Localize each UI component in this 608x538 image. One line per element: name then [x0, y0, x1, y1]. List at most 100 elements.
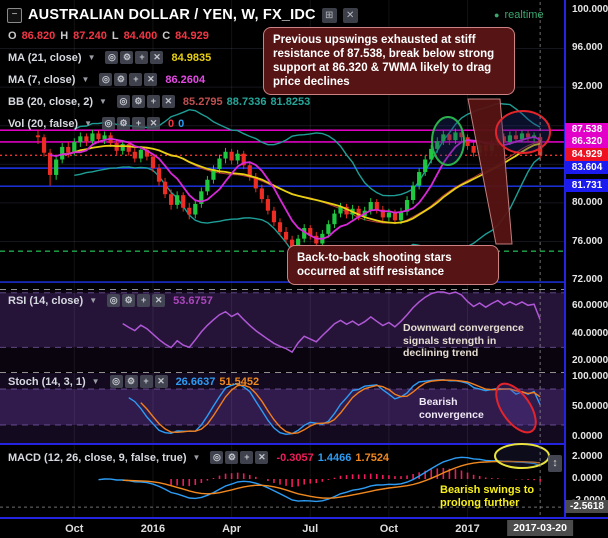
rsi-annotation[interactable]: Downward convergence signals strength in… — [403, 322, 524, 360]
chevron-down-icon[interactable]: ▼ — [81, 75, 90, 84]
close-icon[interactable]: ✕ — [154, 375, 168, 388]
price-axis[interactable]: 100.000 96.000 92.000 80.000 76.000 72.000 60.… — [564, 0, 608, 517]
bb-upper-value: 88.7336 — [226, 95, 267, 108]
indicator-row-ma7: MA (7, close) ▼ ◎ ⚙ + ✕ 86.2604 — [8, 73, 205, 86]
bb-label[interactable]: BB (20, close, 2) — [8, 95, 93, 108]
macd-tick-label: 0.0000 — [572, 473, 603, 484]
macd-annotation[interactable]: Bearish swings to prolong further — [440, 484, 535, 510]
rsi-label[interactable]: RSI (14, close) — [8, 294, 84, 307]
visibility-icon[interactable]: ◎ — [102, 117, 116, 130]
time-tick-label: Oct — [379, 523, 399, 535]
visibility-icon[interactable]: ◎ — [210, 451, 224, 464]
close-value: 84.929 — [175, 30, 209, 42]
chevron-down-icon[interactable]: ▼ — [89, 296, 98, 305]
rsi-tick-label: 20.0000 — [572, 355, 608, 367]
close-icon[interactable]: ✕ — [152, 294, 166, 307]
ma21-label[interactable]: MA (21, close) — [8, 51, 82, 64]
annotation-top-note[interactable]: Previous upswings exhausted at stiff res… — [263, 27, 515, 96]
add-icon[interactable]: + — [240, 451, 254, 464]
vol-value-2: 0 — [178, 117, 185, 130]
chevron-down-icon[interactable]: ▼ — [98, 97, 107, 106]
vol-value-1: 0 — [168, 117, 175, 130]
chevron-down-icon[interactable]: ▼ — [84, 119, 93, 128]
stoch-buttons: ◎ ⚙ + ✕ — [109, 375, 168, 388]
add-icon[interactable]: + — [129, 73, 143, 86]
visibility-icon[interactable]: ◎ — [99, 73, 113, 86]
close-icon[interactable]: ✕ — [255, 451, 269, 464]
macd-label[interactable]: MACD (12, 26, close, 9, false, true) — [8, 451, 187, 464]
settings-icon[interactable]: ⚙ — [120, 51, 134, 64]
time-axis[interactable]: Oct 2016 Apr Jul Oct 2017 2017-03-20 — [0, 517, 608, 538]
crosshair-value-badge: -2.5618 — [565, 500, 608, 514]
macd-highlight-ellipse[interactable] — [494, 443, 550, 469]
add-icon[interactable]: + — [132, 117, 146, 130]
add-icon[interactable]: + — [146, 95, 160, 108]
close-icon[interactable]: ✕ — [161, 95, 175, 108]
realtime-status: ● realtime — [494, 9, 544, 21]
visibility-icon[interactable]: ◎ — [116, 95, 130, 108]
chevron-down-icon[interactable]: ▼ — [192, 453, 201, 462]
annotation-shooting-stars-note[interactable]: Back-to-back shooting stars occurred at … — [287, 245, 499, 286]
time-tick-label: 2017 — [455, 523, 480, 535]
visibility-icon[interactable]: ◎ — [107, 294, 121, 307]
time-tick-label: Jul — [302, 523, 319, 535]
stoch-tick-label: 100.000 — [572, 371, 608, 382]
time-tick-label: Oct — [65, 523, 84, 535]
high-label: H — [60, 30, 69, 42]
stoch-tick-label: 0.0000 — [572, 431, 603, 442]
visibility-icon[interactable]: ◎ — [105, 51, 119, 64]
settings-icon[interactable]: ⚙ — [225, 451, 239, 464]
visibility-icon[interactable]: ◎ — [109, 375, 123, 388]
bb-lower-value: 81.8253 — [270, 95, 311, 108]
grid-style-icon[interactable]: ⊞ — [321, 7, 337, 23]
add-icon[interactable]: + — [139, 375, 153, 388]
red-highlight-ellipse[interactable] — [495, 110, 551, 154]
high-value: 87.240 — [73, 30, 107, 42]
settings-icon[interactable]: ⚙ — [131, 95, 145, 108]
macd-buttons: ◎ ⚙ + ✕ — [210, 451, 269, 464]
add-icon[interactable]: + — [135, 51, 149, 64]
callout-tail — [467, 98, 513, 245]
rsi-value: 53.6757 — [173, 294, 213, 307]
ma7-label[interactable]: MA (7, close) — [8, 73, 76, 86]
stoch-annotation[interactable]: Bearish convergence — [419, 396, 484, 421]
crosshair-date-badge: 2017-03-20 — [507, 520, 573, 536]
settings-icon[interactable]: ⚙ — [114, 73, 128, 86]
close-icon[interactable]: ✕ — [150, 51, 164, 64]
close-icon[interactable]: ✕ — [147, 117, 161, 130]
price-tick-label: 92.000 — [572, 81, 603, 93]
macd-line-value: 1.4466 — [317, 451, 352, 464]
stoch-d-value: 51.5452 — [219, 375, 260, 388]
add-icon[interactable]: + — [137, 294, 151, 307]
settings-icon[interactable]: ⚙ — [122, 294, 136, 307]
realtime-label: realtime — [504, 9, 544, 21]
price-tick-label: 80.000 — [572, 196, 603, 208]
green-highlight-ellipse[interactable] — [431, 116, 465, 166]
open-label: O — [8, 30, 17, 42]
price-level-badge: 84.929 — [565, 148, 608, 162]
bb-buttons: ◎ ⚙ + ✕ — [116, 95, 175, 108]
chevron-down-icon[interactable]: ▼ — [87, 53, 96, 62]
price-level-badge: 81.731 — [565, 179, 608, 193]
chevron-down-icon[interactable]: ▼ — [91, 377, 100, 386]
settings-icon[interactable]: ⚙ — [124, 375, 138, 388]
close-icon[interactable]: ✕ — [144, 73, 158, 86]
detach-icon[interactable]: ✕ — [342, 7, 358, 23]
rsi-tick-label: 60.0000 — [572, 300, 608, 312]
vol-label[interactable]: Vol (20, false) — [8, 117, 79, 130]
low-value: 84.400 — [123, 30, 158, 42]
stoch-label[interactable]: Stoch (14, 3, 1) — [8, 375, 86, 388]
ohlc-readout: O 86.820 H 87.240 L 84.400 C 84.929 — [8, 30, 209, 42]
macd-tick-label: 2.0000 — [572, 451, 603, 462]
ma7-value: 86.2604 — [165, 73, 206, 86]
price-level-badge: 83.604 — [565, 161, 608, 175]
collapse-pane-button[interactable]: − — [7, 7, 22, 23]
time-tick-label: Apr — [222, 523, 242, 535]
symbol-title[interactable]: AUSTRALIAN DOLLAR / YEN, W, FX_IDC — [28, 7, 316, 23]
stoch-highlight-ellipse[interactable] — [488, 377, 543, 439]
indicator-row-vol: Vol (20, false) ▼ ◎ ⚙ + ✕ 0 0 — [8, 117, 184, 130]
ma21-buttons: ◎ ⚙ + ✕ — [105, 51, 164, 64]
macd-scale-toggle-button[interactable]: ↕ — [548, 455, 562, 472]
settings-icon[interactable]: ⚙ — [117, 117, 131, 130]
